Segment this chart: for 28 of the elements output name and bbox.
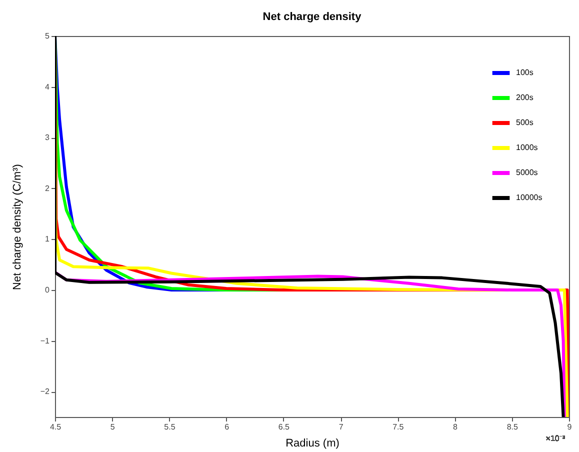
legend-label: 100s [516, 68, 534, 77]
legend-label: 1000s [516, 143, 538, 152]
x-tick-label: 8.5 [506, 422, 518, 432]
text: ×10⁻³ [546, 434, 566, 443]
y-axis-title: Net charge density (C/m³) [11, 164, 24, 290]
chart-title: Net charge density [262, 11, 362, 23]
x-tick-label: 6.5 [278, 422, 290, 432]
x-tick-label: 8 [453, 422, 458, 432]
legend-label: 5000s [516, 168, 538, 177]
y-tick-label: 4 [45, 82, 50, 92]
y-tick-label: 1 [45, 234, 50, 244]
y-tick-label: −2 [40, 387, 50, 396]
x-tick-label: 7.5 [392, 422, 404, 432]
x-tick-label: 7 [338, 422, 344, 432]
x-tick-label: 9 [567, 422, 572, 432]
x-tick-label: 5 [110, 422, 116, 432]
y-tick-label: −1 [40, 336, 50, 346]
y-tick-label: 2 [45, 184, 50, 193]
legend-label: 500s [516, 118, 534, 127]
y-tick-label: 5 [45, 32, 50, 40]
x-tick-label: 5.5 [164, 422, 176, 432]
x-tick-label: 4.5 [50, 422, 62, 432]
legend-label: 200s [516, 93, 534, 102]
x-axis-title: Radius (m) [286, 438, 340, 450]
y-tick-label: 3 [45, 133, 50, 142]
x-tick-label: 6 [224, 422, 230, 432]
legend-label: 10000s [516, 193, 542, 202]
y-tick-label: 0 [45, 286, 50, 294]
